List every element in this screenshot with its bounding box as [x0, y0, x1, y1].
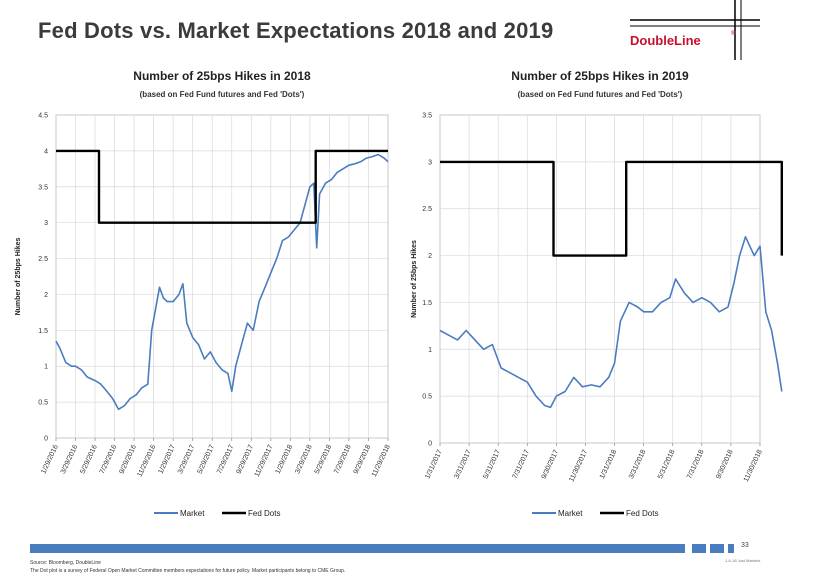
chart-2018: Number of 25bps Hikes in 2018 (based on F… [6, 60, 398, 530]
x-tick-label: 1/31/2017 [424, 449, 444, 480]
x-tick-label: 9/29/2016 [118, 444, 138, 475]
y-tick-label: 1.5 [422, 300, 432, 307]
market-line [439, 236, 783, 409]
y-tick-label: 2.5 [422, 206, 432, 213]
x-tick-label: 9/30/2017 [541, 449, 561, 480]
y-tick-label: 1.5 [38, 328, 48, 335]
market-line [55, 153, 389, 411]
y-axis-label: Number of 25bps Hikes [15, 237, 22, 315]
y-tick-label: 3 [428, 159, 432, 166]
doubleline-logo: DoubleLine ® [610, 0, 770, 60]
legend-label: Fed Dots [248, 509, 280, 518]
x-tick-label: 1/29/2016 [40, 444, 60, 475]
legend-label: Market [180, 509, 205, 518]
note-line: The Dot plot is a survey of Federal Open… [30, 568, 346, 574]
chart-subtitle: (based on Fed Fund futures and Fed 'Dots… [518, 90, 683, 99]
y-tick-label: 0.5 [38, 400, 48, 407]
logo-registered-mark: ® [731, 31, 736, 37]
x-tick-label: 7/29/2016 [99, 444, 119, 475]
x-tick-label: 11/30/2018 [743, 449, 764, 483]
x-tick-label: 5/29/2018 [314, 444, 334, 475]
x-tick-label: 11/29/2016 [137, 444, 158, 478]
y-tick-label: 1 [428, 347, 432, 354]
footer-bar-segment [692, 544, 706, 553]
x-tick-label: 5/31/2017 [482, 449, 502, 480]
chart-title: Number of 25bps Hikes in 2018 [133, 69, 311, 83]
fed-dots-line [440, 160, 783, 257]
y-tick-label: 2 [428, 253, 432, 260]
y-tick-label: 0.5 [422, 394, 432, 401]
y-tick-label: 1 [44, 364, 48, 371]
fed-dots-line [56, 149, 388, 224]
x-tick-label: 5/29/2017 [197, 444, 217, 475]
slide-title: Fed Dots vs. Market Expectations 2018 an… [38, 18, 554, 43]
x-tick-label: 1/29/2018 [275, 444, 295, 475]
x-tick-label: 3/29/2017 [177, 444, 197, 475]
y-tick-label: 0 [44, 436, 48, 443]
logo-lines [630, 0, 760, 60]
x-tick-label: 7/31/2017 [512, 449, 532, 480]
x-tick-label: 3/29/2018 [294, 444, 314, 475]
x-tick-label: 1/29/2017 [157, 444, 177, 475]
chart-svg: Number of 25bps Hikes in 2018 (based on F… [15, 69, 392, 518]
legend-label: Fed Dots [626, 509, 658, 518]
y-tick-label: 3 [44, 220, 48, 227]
x-tick-label: 9/29/2017 [236, 444, 256, 475]
y-tick-label: 2 [44, 292, 48, 299]
y-tick-label: 3.5 [422, 113, 432, 120]
x-tick-label: 1/31/2018 [599, 449, 619, 480]
source-line: Source: Bloomberg, DoubleLine [30, 560, 101, 566]
x-tick-label: 9/29/2018 [353, 444, 373, 475]
x-tick-label: 7/29/2017 [216, 444, 236, 475]
footer-bar-segment [710, 544, 724, 553]
x-tick-label: 11/30/2017 [568, 449, 589, 483]
tiny-label: 1-6-18 Just Markets [725, 558, 761, 563]
chart-subtitle: (based on Fed Fund futures and Fed 'Dots… [140, 90, 305, 99]
footer-bar [30, 544, 685, 553]
y-tick-label: 3.5 [38, 184, 48, 191]
x-tick-label: 11/29/2018 [371, 444, 392, 478]
y-tick-label: 2.5 [38, 256, 48, 263]
x-tick-label: 7/29/2018 [333, 444, 353, 475]
x-tick-label: 11/29/2017 [254, 444, 275, 478]
x-tick-label: 3/29/2016 [60, 444, 80, 475]
chart-title: Number of 25bps Hikes in 2019 [511, 69, 689, 83]
chart-svg: Number of 25bps Hikes in 2019 (based on F… [411, 69, 783, 518]
page-number: 33 [741, 542, 749, 549]
x-tick-label: 3/31/2017 [453, 449, 473, 480]
x-tick-label: 5/29/2016 [79, 444, 99, 475]
x-tick-label: 9/30/2018 [715, 449, 735, 480]
logo-text: DoubleLine [630, 33, 701, 48]
x-tick-label: 5/31/2018 [657, 449, 677, 480]
footer-bar-segment [728, 544, 734, 553]
plot-frame [439, 114, 761, 444]
x-tick-label: 7/31/2018 [686, 449, 706, 480]
x-tick-label: 3/31/2018 [628, 449, 648, 480]
y-tick-label: 0 [428, 441, 432, 448]
y-axis-label: Number of 25bps Hikes [411, 240, 418, 318]
chart-2019: Number of 25bps Hikes in 2019 (based on F… [402, 60, 794, 530]
y-tick-label: 4.5 [38, 113, 48, 120]
y-tick-label: 4 [44, 148, 48, 155]
legend-label: Market [558, 509, 583, 518]
